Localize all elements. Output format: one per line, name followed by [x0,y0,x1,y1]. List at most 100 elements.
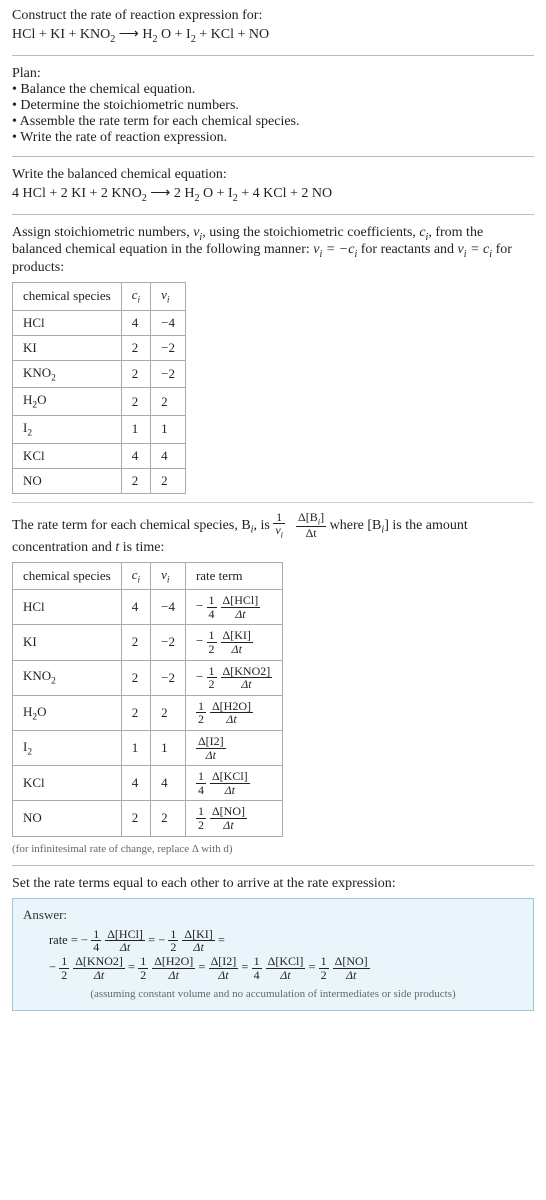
table-row: KNO22−2 [13,360,186,388]
table-row: HCl4−4− 14Δ[HCl]Δt [13,590,283,625]
nu-cell: 1 [151,730,186,765]
set-equal-text: Set the rate terms equal to each other t… [12,876,534,892]
table-row: KNO22−2− 12Δ[KNO2]Δt [13,660,283,695]
t2-h3-sub: i [167,575,170,585]
answer-expression: rate = − 14Δ[HCl]Δt = − 12Δ[KI]Δt = − 12… [49,927,523,982]
assign-b: , using the stoichiometric coefficients, [202,225,419,240]
c-cell: 2 [121,468,150,493]
rate-term-cell: − 14Δ[HCl]Δt [185,590,282,625]
balanced-equation: 4 HCl + 2 KI + 2 KNO2 ⟶ 2 H2 O + I2 + 4 … [12,185,534,204]
stoichiometry-table: chemical species ci νi HCl4−4KI2−2KNO22−… [12,282,186,493]
eq-lhs-sub: 2 [110,34,115,45]
c-cell: 2 [121,625,150,660]
species-cell: KNO2 [13,360,122,388]
frac2-den: Δt [296,527,326,540]
c-i: ci [419,225,428,240]
divider [12,865,534,866]
species-cell: KI [13,335,122,360]
bal-rhs1s: 2 [194,193,199,204]
table-row: KI2−2− 12Δ[KI]Δt [13,625,283,660]
rate-intro-a: The rate term for each chemical species,… [12,517,251,532]
divider [12,502,534,503]
frac1-num: 1 [273,511,285,525]
bal-lhs: 4 HCl + 2 KI + 2 KNO [12,186,142,201]
bal-rhs2s: 2 [233,193,238,204]
rate-general-fraction: 1νi Δ[Bi]Δt [273,511,326,540]
t1-h3-sub: i [167,296,170,306]
frac2-num: Δ[Bi] [296,511,326,527]
c-cell: 4 [121,766,150,801]
c-cell: 2 [121,660,150,695]
rate-term-cell: − 12Δ[KNO2]Δt [185,660,282,695]
t1-h3: νi [151,283,186,311]
rel2b: = [467,242,483,257]
c-cell: 1 [121,415,150,443]
nu-cell: 4 [151,443,186,468]
species-cell: H2O [13,388,122,416]
table-row: NO22 [13,468,186,493]
c-cell: 2 [121,388,150,416]
t2-h2-sub: i [138,575,141,585]
t2-h4: rate term [185,562,282,590]
plan-title: Plan: [12,66,534,82]
c-cell: 4 [121,590,150,625]
bal-rhs2: O + I [203,186,233,201]
rate-intro-e: is time: [119,540,164,555]
c-cell: 2 [121,335,150,360]
table-row: H2O2212Δ[H2O]Δt [13,695,283,730]
rate-term-cell: − 12Δ[KI]Δt [185,625,282,660]
rate-term-cell: 12Δ[NO]Δt [185,801,282,836]
nu-cell: −4 [151,310,186,335]
t2-h3: νi [151,562,186,590]
eq-rhs1: H [142,27,152,42]
eq-arrow: ⟶ [119,27,143,42]
t2-h1: chemical species [13,562,122,590]
c-cell: 2 [121,801,150,836]
divider [12,156,534,157]
nu-cell: 1 [151,415,186,443]
rate-intro-c: where [B [330,517,382,532]
eq-rhs3: + KCl + NO [199,27,269,42]
assign-a: Assign stoichiometric numbers, [12,225,193,240]
t1-h2: ci [121,283,150,311]
c-cell: 1 [121,730,150,765]
rel2: νi = ci [458,242,493,257]
species-cell: KCl [13,443,122,468]
frac-dB-dt: Δ[Bi]Δt [296,511,326,540]
rel1b: = − [322,242,348,257]
answer-box: Answer: rate = − 14Δ[HCl]Δt = − 12Δ[KI]Δ… [12,898,534,1011]
species-cell: I2 [13,415,122,443]
c-cell: 2 [121,695,150,730]
nu-cell: −2 [151,360,186,388]
species-cell: KCl [13,766,122,801]
rate-term-table: chemical species ci νi rate term HCl4−4−… [12,562,283,837]
frac2-num-a: Δ[B [298,510,318,524]
table-row: KCl44 [13,443,186,468]
rate-term-cell: 12Δ[H2O]Δt [185,695,282,730]
t1-h2-sub: i [138,296,141,306]
assign-paragraph: Assign stoichiometric numbers, νi, using… [12,225,534,277]
species-cell: H2O [13,695,122,730]
rate-intro-b: , is [253,517,273,532]
bal-rhs3: + 4 KCl + 2 NO [241,186,332,201]
frac-1-over-nu: 1νi [273,511,285,540]
species-cell: HCl [13,590,122,625]
table-row: H2O22 [13,388,186,416]
nu-i: νi [193,225,202,240]
assign-d: for reactants and [357,242,457,257]
t2-h2: ci [121,562,150,590]
eq-rhs1s: 2 [152,34,157,45]
species-cell: I2 [13,730,122,765]
nu-cell: 4 [151,766,186,801]
eq-rhs2s: 2 [191,34,196,45]
frac1-den: νi [273,524,285,539]
infinitesimal-note: (for infinitesimal rate of change, repla… [12,843,534,855]
nu-cell: −2 [151,335,186,360]
nu-cell: 2 [151,388,186,416]
nu-cell: 2 [151,695,186,730]
divider [12,55,534,56]
answer-note: (assuming constant volume and no accumul… [23,988,523,1000]
nu-cell: −4 [151,590,186,625]
prompt-text: Construct the rate of reaction expressio… [12,8,534,24]
table-row: KCl4414Δ[KCl]Δt [13,766,283,801]
